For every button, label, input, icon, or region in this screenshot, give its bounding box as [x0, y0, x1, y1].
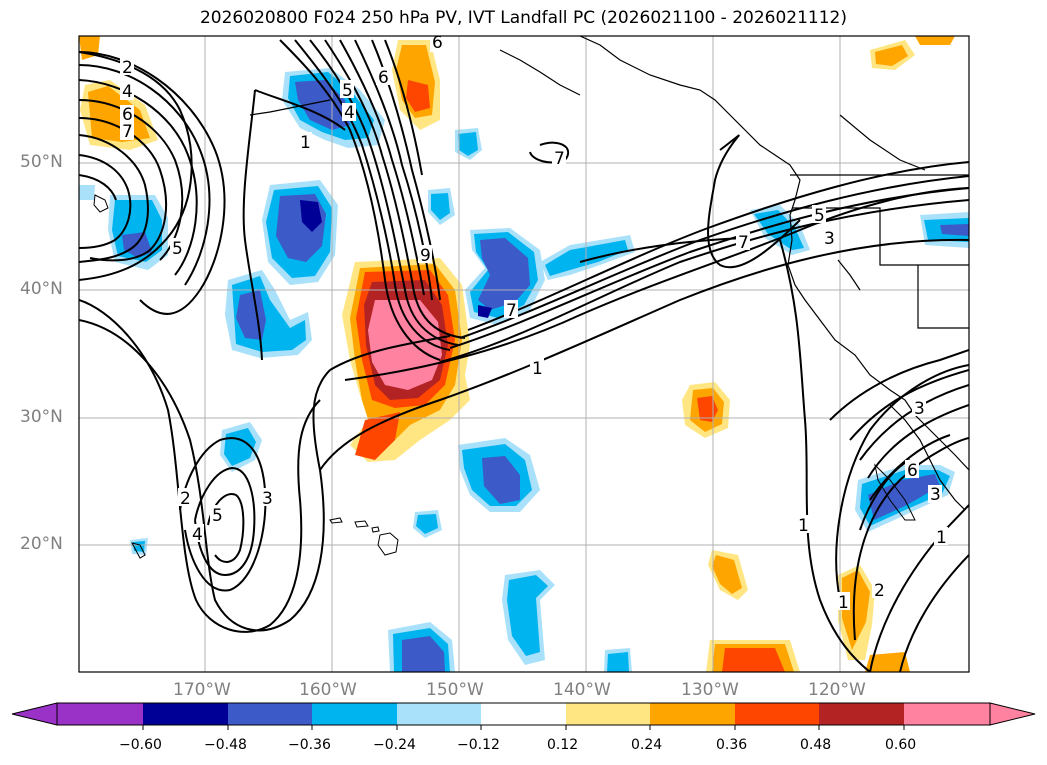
colorbar-max-extend	[989, 702, 1036, 726]
contour-label: 3	[262, 489, 273, 509]
colorbar-tick-label: −0.36	[288, 737, 331, 753]
ivt-contours	[79, 39, 969, 672]
colorbar-tick-label: 0.48	[800, 737, 832, 753]
pv-positive-anomalies	[79, 36, 955, 672]
contour-label: 5	[814, 206, 825, 226]
contour-label: 7	[554, 149, 565, 169]
contour-label: 6	[432, 33, 443, 53]
contour-label: 4	[192, 525, 203, 545]
contour-label: 7	[738, 233, 749, 253]
lon-label: 130°W	[681, 680, 739, 700]
colorbar-tick-label: 0.36	[716, 737, 748, 753]
pv-negative-anomalies	[79, 68, 969, 672]
lon-label: 140°W	[553, 680, 611, 700]
colorbar-tick-label: −0.48	[204, 737, 247, 753]
colorbar-tick-label: −0.24	[373, 737, 416, 753]
contour-label: 6	[122, 105, 133, 125]
lon-label: 170°W	[173, 680, 231, 700]
colorbar	[11, 702, 1036, 730]
lon-label: 160°W	[299, 680, 357, 700]
map-title: 2026020800 F024 250 hPa PV, IVT Landfall…	[199, 8, 847, 28]
contour-label: 3	[824, 229, 835, 249]
contour-label: 1	[798, 516, 809, 536]
contour-label: 6	[907, 461, 918, 481]
islands	[93, 194, 916, 559]
contour-label: 5	[212, 506, 223, 526]
contour-label: 2	[874, 581, 885, 601]
contour-label: 5	[342, 81, 353, 101]
map-plot-area: 2 4 6 7 5 5 6 4 1 6 9 7 1 7	[79, 33, 969, 672]
colorbar-tick-label: 0.60	[885, 737, 917, 753]
contour-label: 7	[122, 122, 133, 142]
contour-label: 3	[914, 399, 925, 419]
lat-label: 40°N	[20, 279, 63, 299]
lon-label: 120°W	[808, 680, 866, 700]
contour-label: 4	[344, 103, 355, 123]
colorbar-tick-label: 0.24	[631, 737, 663, 753]
contour-label: 1	[936, 528, 947, 548]
contour-label: 2	[122, 58, 133, 78]
lat-label: 50°N	[20, 152, 63, 172]
contour-label: 7	[506, 301, 517, 321]
graticule	[79, 36, 969, 672]
contour-label: 9	[420, 246, 431, 266]
colorbar-tick-label: −0.60	[119, 737, 162, 753]
lat-label: 20°N	[20, 534, 63, 554]
lon-label: 150°W	[426, 680, 484, 700]
colorbar-tick-label: 0.12	[547, 737, 579, 753]
contour-label: 1	[838, 593, 849, 613]
contour-label: 3	[930, 485, 941, 505]
map-frame	[78, 35, 970, 673]
lat-label: 30°N	[20, 407, 63, 427]
contour-label: 4	[122, 82, 133, 102]
contour-label: 2	[180, 489, 191, 509]
contour-label: 5	[172, 239, 183, 259]
colorbar-min-extend	[11, 702, 58, 726]
contour-label: 1	[300, 133, 311, 153]
contour-label: 6	[378, 68, 389, 88]
contour-labels: 2 4 6 7 5 5 6 4 1 6 9 7 1 7	[120, 33, 948, 613]
colorbar-tick-label: −0.12	[457, 737, 500, 753]
contour-label: 1	[532, 359, 543, 379]
coastlines	[249, 36, 969, 511]
